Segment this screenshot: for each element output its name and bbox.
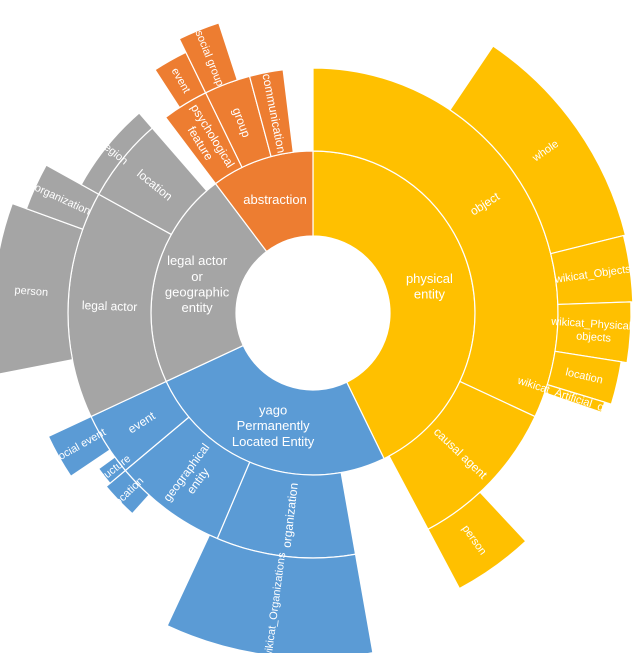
segment-social-event	[47, 415, 111, 478]
label-legal-actor: legal actor	[82, 298, 138, 314]
segment-wikicat-artificial-objects	[543, 383, 606, 414]
segment-region	[80, 112, 154, 196]
label-legal-actor-or-geographic-entity: legal actor or geographic entity	[165, 253, 230, 315]
segment-person-physical	[427, 491, 527, 590]
segment-psychological-feature	[164, 91, 243, 185]
label-abstraction: abstraction	[243, 192, 307, 207]
segment-whole	[449, 45, 627, 255]
label-physical-entity: physical entity	[406, 271, 453, 302]
segment-communication	[248, 69, 294, 158]
label-yago-permanently-located-entity: yago Permanently Located Entity	[232, 403, 315, 449]
segment-wikicat-organizations	[166, 534, 374, 653]
label-wikicat-physical-objects: wikicat_Physical_objects	[549, 316, 638, 347]
segment-social-group	[178, 22, 239, 94]
chart-segments	[0, 22, 634, 653]
label-person-legal: person	[14, 284, 48, 299]
segment-structure	[97, 456, 127, 485]
